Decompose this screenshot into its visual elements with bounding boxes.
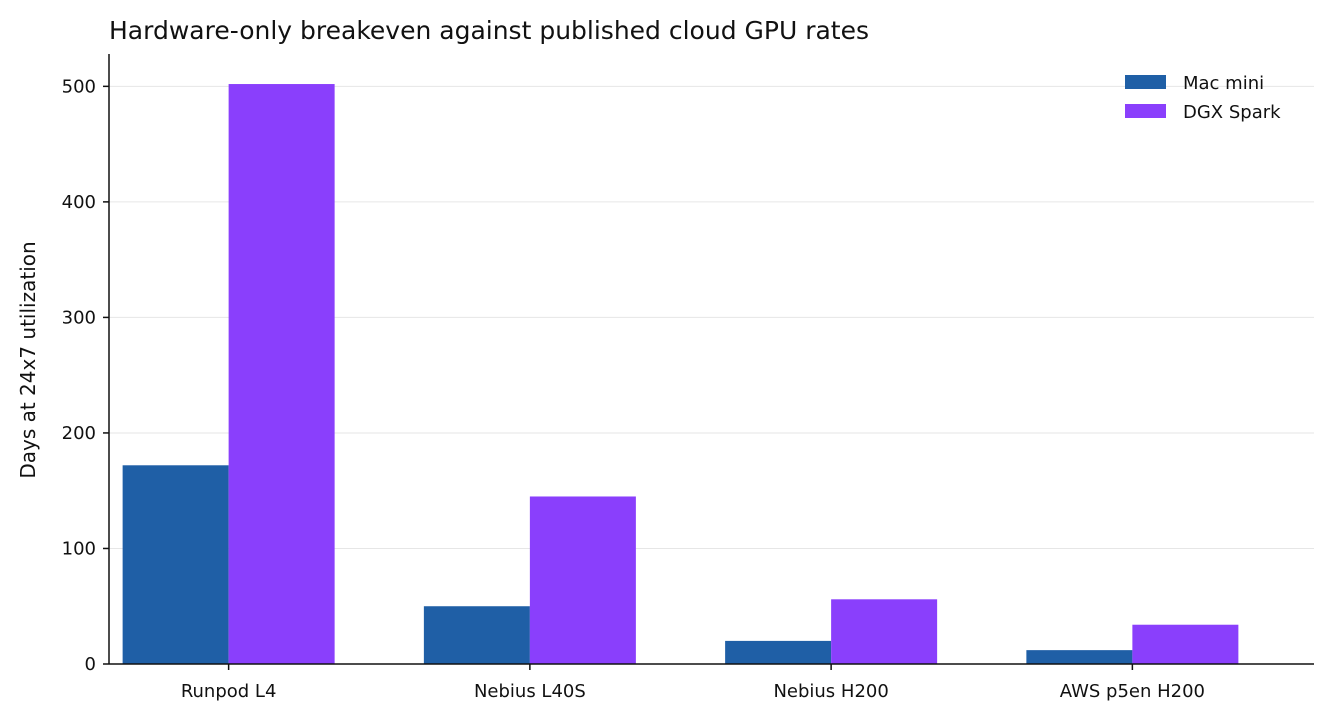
bar-mac-mini [122, 465, 229, 664]
axes [108, 54, 1314, 665]
bar-dgx-spark [831, 599, 938, 664]
legend-swatch [1125, 104, 1166, 118]
legend-label: Mac mini [1183, 73, 1264, 94]
y-tick-label: 400 [62, 192, 96, 213]
x-tick-label: AWS p5en H200 [1060, 681, 1205, 702]
bar-dgx-spark [1132, 624, 1239, 664]
bars [122, 84, 1239, 664]
y-tick-labels: 0 100 200 300 400 500 [62, 76, 109, 675]
x-tick-label: Nebius H200 [773, 681, 888, 702]
y-axis-title: Days at 24x7 utilization [16, 241, 40, 478]
bar-mac-mini [725, 640, 832, 664]
x-tick-labels: Runpod L4 Nebius L40S Nebius H200 AWS p5en … [181, 664, 1205, 702]
y-tick-label: 100 [62, 538, 96, 559]
legend-label: DGX Spark [1183, 102, 1281, 123]
bar-mac-mini [1026, 650, 1133, 664]
y-tick-label: 0 [85, 654, 96, 675]
bar-mac-mini [423, 606, 530, 664]
legend-swatch [1125, 75, 1166, 89]
y-tick-label: 200 [62, 423, 96, 444]
bar-dgx-spark [228, 84, 335, 664]
x-tick-label: Runpod L4 [181, 681, 277, 702]
y-tick-label: 500 [62, 76, 96, 97]
x-tick-label: Nebius L40S [474, 681, 586, 702]
bar-dgx-spark [529, 496, 636, 664]
legend: Mac mini DGX Spark [1125, 73, 1281, 123]
y-tick-label: 300 [62, 307, 96, 328]
chart-title: Hardware-only breakeven against publishe… [109, 16, 869, 45]
